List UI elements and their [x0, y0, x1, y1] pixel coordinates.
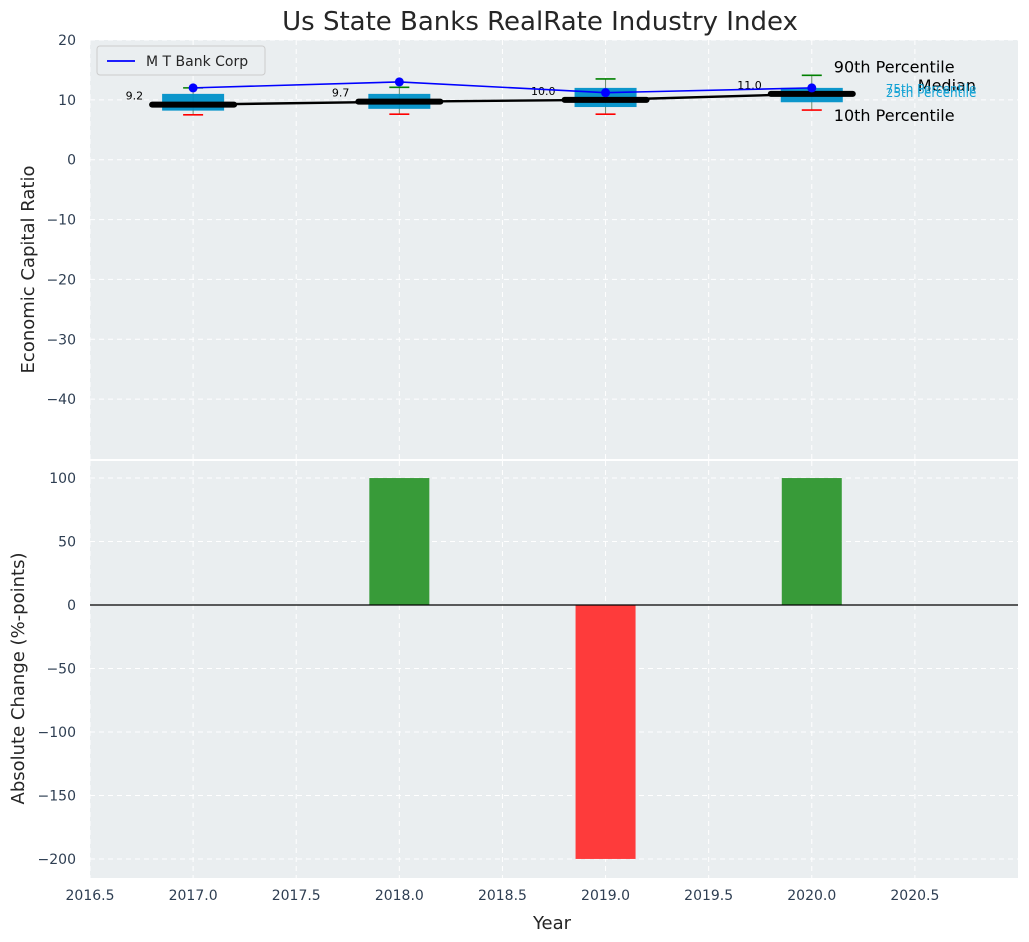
series-point: [601, 88, 611, 98]
change-bar: [781, 478, 842, 606]
x-tick-label: 2019.0: [581, 888, 630, 904]
x-tick-label: 2017.5: [272, 888, 321, 904]
x-tick-label: 2018.5: [478, 888, 527, 904]
bottom-y-tick-label: 50: [58, 535, 76, 551]
bottom-panel-background: [90, 461, 1018, 878]
top-panel-background: [90, 40, 1018, 459]
top-y-tick-label: 10: [58, 93, 76, 109]
x-tick-label: 2019.5: [684, 888, 733, 904]
bottom-y-tick-label: −150: [38, 788, 76, 804]
series-line-mt-bank: [193, 81, 812, 94]
x-tick-label: 2017.0: [169, 888, 218, 904]
p90-annotation: 90th Percentile: [834, 57, 955, 76]
bottom-y-axis-title: Absolute Change (%-points): [8, 553, 29, 805]
median-annotation: Median: [918, 76, 976, 95]
bottom-y-tick-label: 0: [67, 598, 76, 614]
series-point: [807, 83, 817, 93]
change-bar: [575, 605, 636, 859]
x-axis-title: Year: [532, 913, 572, 934]
top-y-tick-label: −40: [46, 392, 76, 408]
x-tick-label: 2020.5: [890, 888, 939, 904]
q1-annotation: 25th Percentile: [886, 86, 977, 100]
series-point: [394, 77, 404, 87]
x-tick-label: 2020.0: [787, 888, 836, 904]
bottom-y-tick-label: −100: [38, 725, 76, 741]
median-value-label: 10.0: [531, 85, 556, 98]
legend-label-mt-bank: M T Bank Corp: [146, 54, 248, 70]
top-y-tick-label: −20: [46, 272, 76, 288]
bottom-y-tick-label: −200: [38, 852, 76, 868]
top-y-tick-label: 0: [67, 153, 76, 169]
median-value-label: 9.7: [332, 87, 350, 100]
series-point: [188, 83, 198, 93]
x-tick-label: 2018.0: [375, 888, 424, 904]
legend-box: [96, 45, 266, 76]
top-y-axis-title: Economic Capital Ratio: [18, 166, 39, 374]
change-bar: [369, 478, 430, 606]
x-tick-label: 2016.5: [66, 888, 115, 904]
p10-annotation: 10th Percentile: [834, 106, 955, 125]
top-y-tick-label: 20: [58, 33, 76, 49]
chart-title: Us State Banks RealRate Industry Index: [282, 7, 798, 37]
q3-annotation: 75th Percentile: [886, 82, 977, 96]
top-y-tick-label: −10: [46, 213, 76, 229]
median-trend-line: [193, 92, 812, 106]
median-value-label: 9.2: [126, 90, 144, 103]
top-y-tick-label: −30: [46, 332, 76, 348]
bottom-y-tick-label: 100: [49, 471, 76, 487]
bottom-y-tick-label: −50: [46, 662, 76, 678]
